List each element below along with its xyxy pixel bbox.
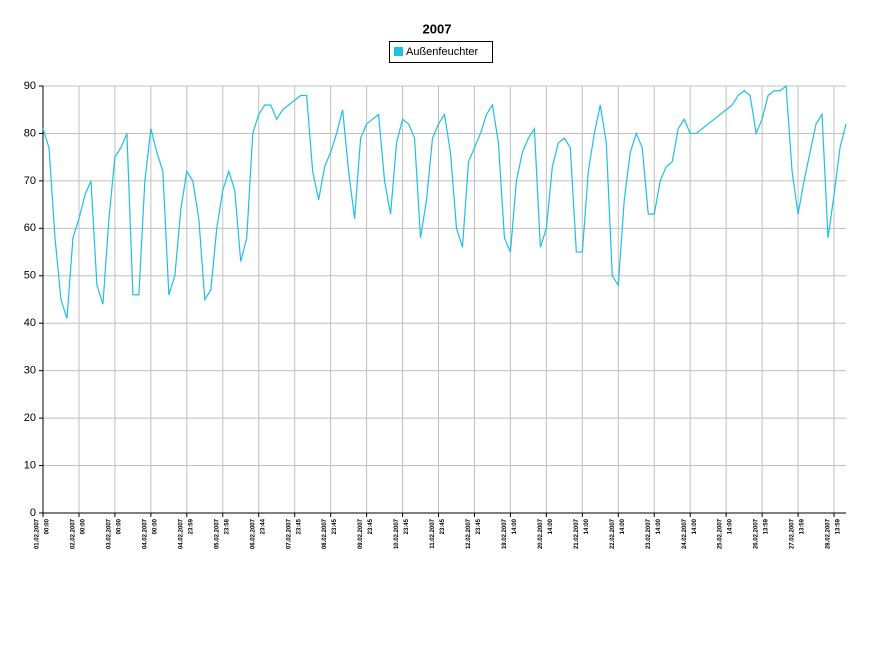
x-tick-label: 14:00 [692, 518, 698, 534]
x-tick-label: 23:45 [476, 518, 482, 534]
x-tick-label: 10.02.2007 [394, 518, 400, 549]
x-tick-label: 13:59 [836, 518, 842, 534]
x-tick-label: 23:45 [296, 518, 302, 534]
y-tick-label: 30 [24, 365, 36, 377]
y-tick-label: 10 [24, 459, 36, 471]
x-tick-label: 05.02.2007 [214, 518, 220, 549]
x-tick-label: 14:00 [584, 518, 590, 534]
x-tick-label: 03.02.2007 [106, 518, 112, 549]
x-tick-label: 07.02.2007 [286, 518, 292, 549]
x-tick-label: 14:00 [512, 518, 518, 534]
y-tick-label: 80 [24, 127, 36, 139]
legend [389, 41, 493, 63]
y-tick-label: 50 [24, 270, 36, 282]
chart-title: 2007 [423, 21, 452, 36]
y-tick-label: 60 [24, 222, 36, 234]
x-tick-label: 00:00 [81, 518, 87, 534]
x-tick-label: 02.02.2007 [71, 518, 77, 549]
y-tick-label: 40 [24, 317, 36, 329]
x-tick-label: 23:59 [188, 518, 194, 534]
x-tick-label: 19.02.2007 [502, 518, 508, 549]
x-tick-label: 23:45 [368, 518, 374, 534]
x-tick-label: 09.02.2007 [358, 518, 364, 549]
x-tick-label: 13:59 [800, 518, 806, 534]
data-line [42, 84, 847, 319]
x-tick-label: 14:00 [728, 518, 734, 534]
x-tick-label: 23:58 [224, 518, 230, 534]
x-tick-label: 06.02.2007 [250, 518, 256, 549]
x-tick-label: 20.02.2007 [538, 518, 544, 549]
x-tick-label: 14:00 [548, 518, 554, 534]
x-tick-label: 27.02.2007 [790, 518, 796, 549]
x-tick-label: 26.02.2007 [754, 518, 760, 549]
x-tick-label: 12.02.2007 [466, 518, 472, 549]
x-tick-label: 23:44 [260, 518, 266, 534]
x-tick-label: 23.02.2007 [646, 518, 652, 549]
x-tick-label: 28.02.2007 [826, 518, 832, 549]
x-tick-label: 01.02.2007 [35, 518, 41, 549]
legend-label: Außenfeuchter [406, 46, 478, 58]
y-tick-label: 90 [24, 80, 36, 92]
x-tick-label: 00:00 [45, 518, 51, 534]
x-tick-label: 14:00 [656, 518, 662, 534]
y-tick-label: 20 [24, 412, 36, 424]
x-tick-label: 00:00 [152, 518, 158, 534]
legend-swatch [394, 47, 403, 56]
x-tick-label: 25.02.2007 [718, 518, 724, 549]
x-tick-label: 21.02.2007 [574, 518, 580, 549]
x-tick-label: 23:45 [332, 518, 338, 534]
x-tick-label: 04.02.2007 [178, 518, 184, 549]
x-tick-label: 13:59 [764, 518, 770, 534]
y-tick-label: 70 [24, 175, 36, 187]
x-tick-label: 08.02.2007 [322, 518, 328, 549]
x-tick-label: 14:00 [620, 518, 626, 534]
x-tick-label: 04.02.2007 [142, 518, 148, 549]
x-tick-label: 22.02.2007 [610, 518, 616, 549]
x-tick-label: 00:00 [116, 518, 122, 534]
x-tick-label: 23:45 [440, 518, 446, 534]
x-tick-label: 11.02.2007 [430, 518, 436, 548]
x-tick-label: 23:45 [404, 518, 410, 534]
x-tick-label: 24.02.2007 [682, 518, 688, 549]
y-tick-label: 0 [30, 507, 36, 519]
